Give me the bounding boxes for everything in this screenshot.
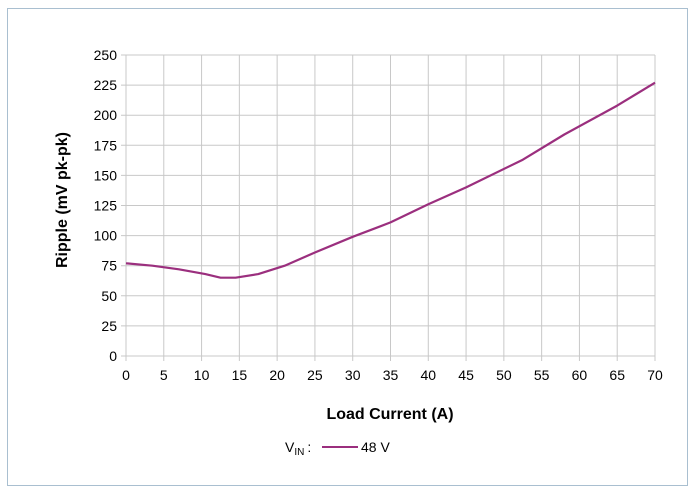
legend: VIN: 48 V <box>285 439 390 458</box>
y-tick-label: 25 <box>101 318 117 334</box>
legend-prefix: V <box>285 439 295 455</box>
y-tick-label: 200 <box>94 107 118 123</box>
x-tick-label: 5 <box>160 367 168 383</box>
x-tick-label: 25 <box>307 367 323 383</box>
series-line-48v <box>125 81 656 279</box>
chart-frame <box>7 8 688 486</box>
legend-label-48v: 48 V <box>361 439 390 455</box>
series-lines <box>125 81 656 279</box>
x-tick-label: 40 <box>420 367 436 383</box>
y-tick-label: 75 <box>101 258 117 274</box>
x-tick-label: 35 <box>383 367 399 383</box>
y-tick-label: 100 <box>94 228 118 244</box>
grid-lines <box>121 54 656 361</box>
y-axis-title: Ripple (mV pk-pk) <box>54 132 71 268</box>
x-tick-label: 0 <box>122 367 130 383</box>
y-tick-label: 250 <box>94 47 118 63</box>
x-tick-label: 30 <box>345 367 361 383</box>
y-tick-label: 175 <box>94 137 118 153</box>
legend-prefix-subscript: IN <box>294 447 304 458</box>
x-axis-title: Load Current (A) <box>326 406 453 423</box>
y-tick-label: 150 <box>94 167 118 183</box>
x-tick-label: 45 <box>458 367 474 383</box>
y-tick-label: 125 <box>94 198 118 214</box>
x-tick-label: 10 <box>194 367 210 383</box>
legend-prefix-colon: : <box>307 439 311 455</box>
svg-text:VIN:: VIN: <box>285 439 311 458</box>
x-tick-label: 55 <box>534 367 550 383</box>
x-tick-label: 70 <box>647 367 663 383</box>
y-tick-labels: 0 25 50 75 100 125 150 175 200 225 250 <box>94 47 118 364</box>
y-tick-label: 225 <box>94 77 118 93</box>
x-tick-labels: 0 5 10 15 20 25 30 35 40 45 50 55 60 65 70 <box>122 367 663 383</box>
x-tick-label: 15 <box>232 367 248 383</box>
y-tick-label: 0 <box>109 348 117 364</box>
x-tick-label: 20 <box>269 367 285 383</box>
x-tick-label: 65 <box>609 367 625 383</box>
x-tick-label: 60 <box>572 367 588 383</box>
y-tick-label: 50 <box>101 288 117 304</box>
x-tick-label: 50 <box>496 367 512 383</box>
